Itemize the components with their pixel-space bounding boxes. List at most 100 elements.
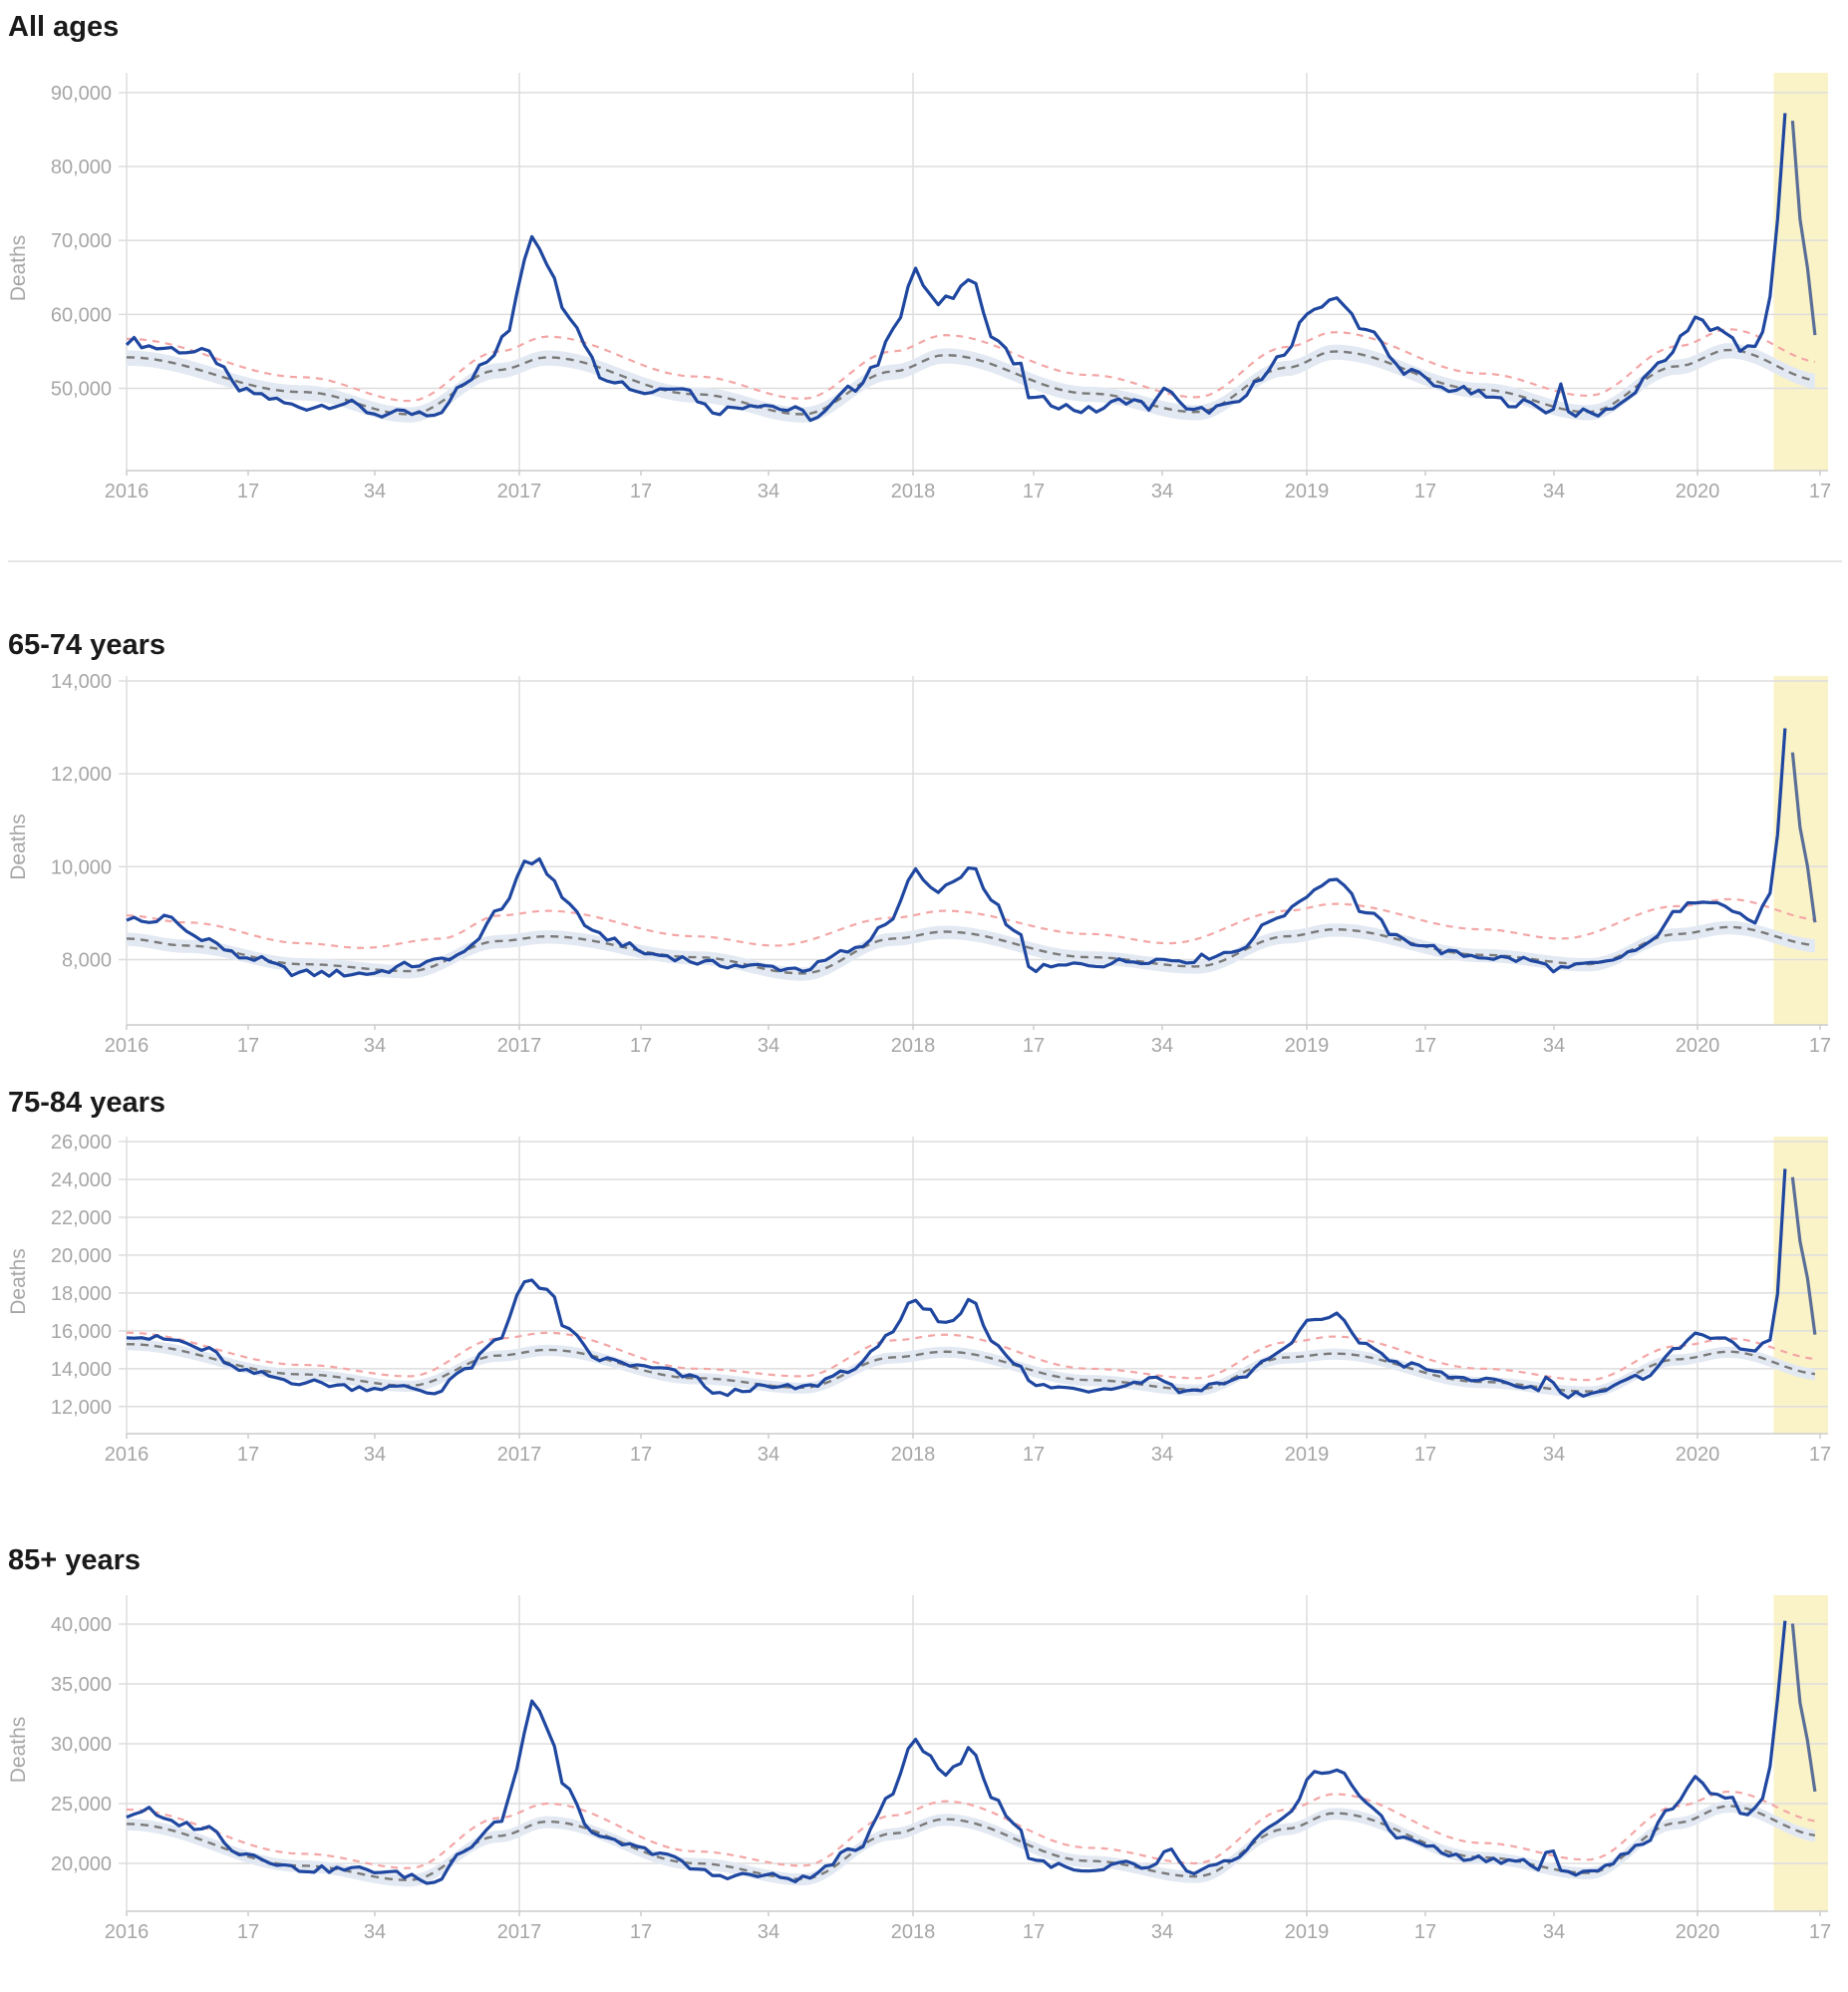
x-tick-label: 17 <box>1023 481 1045 502</box>
x-tick-label: 34 <box>1543 481 1565 502</box>
y-tick-label: 22,000 <box>51 1207 112 1229</box>
x-tick-label: 2017 <box>497 1035 542 1057</box>
x-tick-label: 17 <box>237 481 259 502</box>
y-axis-label: Deaths <box>7 1717 30 1784</box>
x-tick-label: 2017 <box>497 1444 542 1466</box>
x-tick-label: 2018 <box>891 1035 936 1057</box>
y-tick-label: 24,000 <box>51 1169 112 1191</box>
x-tick-label: 17 <box>1414 1921 1436 1943</box>
chart-canvas: 50,000 60,000 70,000 80,000 90,000 Deaths 2016… <box>7 73 1831 502</box>
chart-panel-all-ages: All ages 50,000 60,000 70,000 80,000 90,000 D… <box>0 0 1848 558</box>
x-tick-label: 17 <box>237 1921 259 1943</box>
x-tick-label: 2020 <box>1676 1444 1720 1466</box>
x-tick-label: 17 <box>237 1444 259 1466</box>
chart-title: All ages <box>8 11 120 43</box>
x-tick-label: 34 <box>758 1921 779 1943</box>
confidence-band <box>127 1339 1815 1398</box>
y-axis-label: Deaths <box>7 814 30 880</box>
x-tick-label: 17 <box>630 481 652 502</box>
chart-title: 65-74 years <box>8 629 166 661</box>
y-tick-label: 10,000 <box>51 856 112 878</box>
y-tick-label: 70,000 <box>51 230 112 252</box>
y-tick-label: 26,000 <box>51 1135 112 1154</box>
chart-canvas: 12,000 14,000 16,000 18,000 20,000 22,000 24,0… <box>7 1135 1831 1466</box>
x-tick-label: 17 <box>1809 481 1831 502</box>
x-tick-label: 2019 <box>1285 1035 1330 1057</box>
x-tick-label: 34 <box>364 481 386 502</box>
chart-title: 75-84 years <box>8 1087 166 1119</box>
x-tick-label: 2018 <box>891 481 936 502</box>
observed-deaths-line <box>125 113 1787 423</box>
highlight-band <box>1773 676 1828 1025</box>
y-tick-label: 25,000 <box>51 1794 112 1816</box>
x-tick-label: 2017 <box>497 1921 542 1943</box>
x-tick-label: 34 <box>364 1921 386 1943</box>
chart-title: 85+ years <box>8 1544 142 1576</box>
chart-panel-75-84: 75-84 years 12,000 14,000 16,000 18,000 20,0… <box>0 1076 1848 1514</box>
confidence-band <box>127 343 1815 423</box>
x-tick-label: 17 <box>1414 481 1436 502</box>
x-tick-label: 2018 <box>891 1444 936 1466</box>
x-tick-label: 34 <box>364 1035 386 1057</box>
x-tick-label: 2019 <box>1285 1444 1330 1466</box>
chart-panel-85-plus: 85+ years 20,000 25,000 30,000 35,000 40,000… <box>0 1533 1848 1962</box>
y-tick-label: 90,000 <box>51 83 112 105</box>
x-tick-label: 34 <box>1151 481 1173 502</box>
observed-deaths-recent-line <box>1790 1176 1817 1335</box>
x-tick-label: 2017 <box>497 481 542 502</box>
baseline-line <box>126 925 1816 975</box>
observed-deaths-recent-line <box>1790 121 1817 336</box>
y-tick-label: 30,000 <box>51 1734 112 1756</box>
x-tick-label: 2020 <box>1676 1921 1720 1943</box>
x-tick-label: 17 <box>630 1035 652 1057</box>
observed-deaths-recent-line <box>1790 752 1817 923</box>
x-tick-label: 2016 <box>105 1921 150 1943</box>
upper-threshold-line <box>126 1331 1816 1382</box>
x-tick-label: 2016 <box>105 1444 150 1466</box>
x-tick-label: 2020 <box>1676 1035 1720 1057</box>
x-tick-label: 2016 <box>105 481 150 502</box>
x-tick-label: 2019 <box>1285 481 1330 502</box>
highlight-band <box>1773 73 1828 471</box>
y-tick-label: 14,000 <box>51 672 112 693</box>
upper-threshold-line <box>126 1791 1816 1869</box>
y-tick-label: 20,000 <box>51 1853 112 1875</box>
y-tick-label: 60,000 <box>51 304 112 326</box>
x-tick-label: 34 <box>1151 1444 1173 1466</box>
chart-canvas: 20,000 25,000 30,000 35,000 40,000 Deaths 2016… <box>7 1595 1831 1943</box>
baseline-line <box>126 348 1816 416</box>
x-tick-label: 17 <box>630 1921 652 1943</box>
y-tick-label: 80,000 <box>51 157 112 178</box>
y-tick-label: 20,000 <box>51 1245 112 1267</box>
x-tick-label: 34 <box>1151 1921 1173 1943</box>
observed-deaths-line <box>126 728 1787 978</box>
x-tick-label: 2020 <box>1676 481 1720 502</box>
panel-divider <box>8 560 1842 562</box>
y-tick-label: 50,000 <box>51 379 112 401</box>
highlight-band <box>1773 1137 1828 1434</box>
y-axis-label: Deaths <box>7 1248 30 1315</box>
upper-threshold-line <box>126 328 1816 403</box>
y-tick-label: 18,000 <box>51 1283 112 1305</box>
y-tick-label: 8,000 <box>62 949 112 971</box>
x-tick-label: 34 <box>1151 1035 1173 1057</box>
x-tick-label: 17 <box>630 1444 652 1466</box>
y-tick-label: 40,000 <box>51 1614 112 1636</box>
x-tick-label: 17 <box>1414 1444 1436 1466</box>
x-tick-label: 17 <box>1809 1921 1831 1943</box>
y-tick-label: 14,000 <box>51 1359 112 1381</box>
observed-deaths-line <box>126 1620 1787 1885</box>
x-tick-label: 34 <box>364 1444 386 1466</box>
y-tick-label: 35,000 <box>51 1674 112 1696</box>
x-tick-label: 34 <box>1543 1444 1565 1466</box>
x-tick-label: 17 <box>1023 1921 1045 1943</box>
observed-deaths-line <box>126 1168 1787 1400</box>
confidence-band <box>127 1801 1815 1887</box>
y-tick-label: 12,000 <box>51 1397 112 1419</box>
observed-deaths-recent-line <box>1790 1623 1817 1793</box>
x-tick-label: 2019 <box>1285 1921 1330 1943</box>
y-tick-label: 12,000 <box>51 764 112 786</box>
x-tick-label: 34 <box>758 481 779 502</box>
chart-canvas: 8,000 10,000 12,000 14,000 Deaths 2016 17 34 201… <box>7 672 1831 1057</box>
chart-panel-65-74: 65-74 years 8,000 10,000 12,000 14,000 Death… <box>0 618 1848 1058</box>
